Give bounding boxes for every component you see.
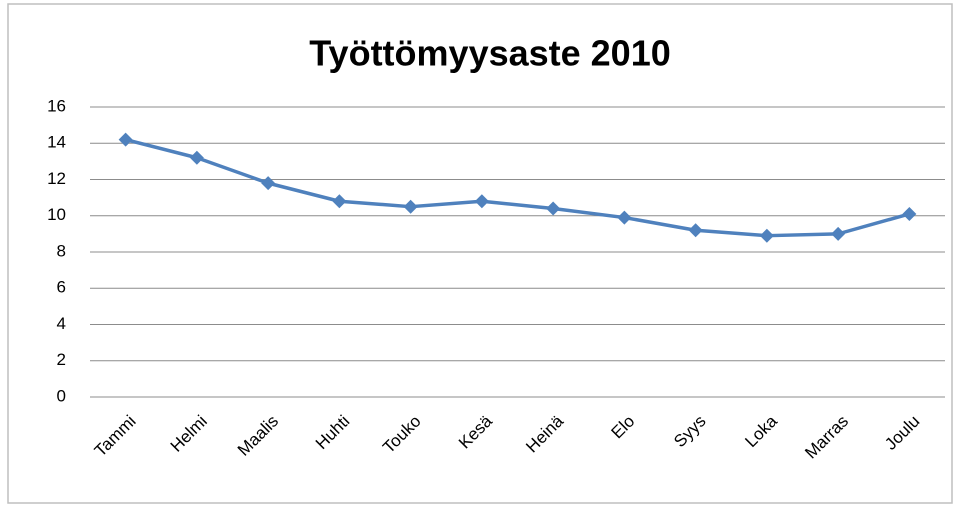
y-tick-label: 14 bbox=[47, 133, 66, 152]
marker bbox=[118, 132, 133, 147]
marker bbox=[332, 194, 347, 209]
marker bbox=[617, 210, 632, 225]
y-tick-label: 16 bbox=[47, 96, 66, 115]
y-tick-label: 8 bbox=[57, 241, 66, 260]
marker bbox=[474, 194, 489, 209]
marker bbox=[546, 201, 561, 216]
y-tick-label: 4 bbox=[57, 314, 66, 333]
marker bbox=[902, 206, 917, 221]
marker bbox=[759, 228, 774, 243]
y-tick-label: 2 bbox=[57, 350, 66, 369]
marker bbox=[831, 226, 846, 241]
marker bbox=[189, 150, 204, 165]
y-tick-label: 10 bbox=[47, 205, 66, 224]
y-tick-label: 0 bbox=[57, 386, 66, 405]
chart-frame bbox=[7, 3, 953, 504]
chart-title: Työttömyysaste 2010 bbox=[309, 33, 671, 74]
y-tick-label: 12 bbox=[47, 169, 66, 188]
marker bbox=[403, 199, 418, 214]
marker bbox=[688, 223, 703, 238]
line bbox=[125, 137, 910, 238]
y-tick-label: 6 bbox=[57, 278, 66, 297]
marker bbox=[261, 176, 276, 191]
